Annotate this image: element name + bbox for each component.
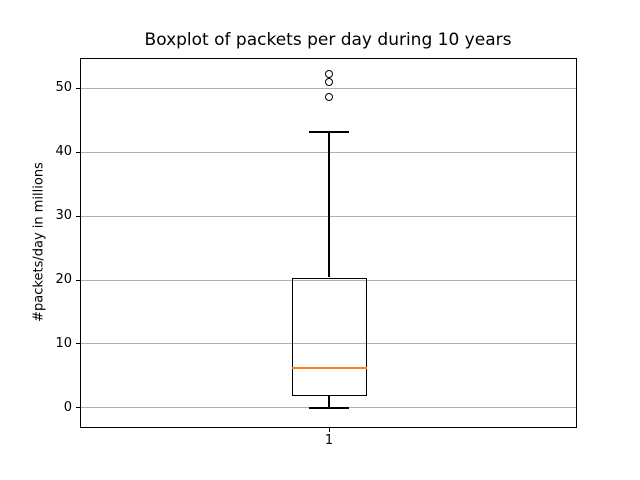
y-gridline — [81, 87, 576, 89]
y-tick-label: 50 — [55, 80, 72, 96]
y-tick-label: 0 — [63, 399, 72, 415]
whisker-lower — [328, 395, 330, 408]
y-tick-mark — [76, 279, 80, 281]
median-line — [291, 367, 367, 370]
y-tick-label: 30 — [55, 208, 72, 224]
outlier-point — [325, 70, 333, 79]
y-axis-label: #packets/day in millions — [31, 162, 47, 322]
outlier-point — [325, 93, 333, 102]
y-tick-mark — [76, 343, 80, 345]
box-iqr — [291, 277, 367, 396]
y-tick-mark — [76, 215, 80, 217]
y-tick-label: 10 — [55, 335, 72, 351]
y-tick-label: 20 — [55, 272, 72, 288]
y-tick-label: 40 — [55, 144, 72, 160]
y-tick-mark — [76, 407, 80, 409]
x-tick-mark — [328, 428, 330, 432]
chart-title: Boxplot of packets per day during 10 yea… — [144, 30, 512, 50]
y-tick-mark — [76, 87, 80, 89]
y-gridline — [81, 343, 576, 345]
outlier-point — [325, 78, 333, 86]
plot-area: 0 10 20 30 40 50 1 — [55, 58, 577, 448]
y-tick-mark — [76, 151, 80, 153]
whisker-upper — [328, 131, 330, 278]
cap-upper — [309, 131, 349, 133]
y-gridline — [81, 279, 576, 281]
cap-lower — [309, 407, 349, 409]
x-tick-label: 1 — [324, 433, 334, 448]
